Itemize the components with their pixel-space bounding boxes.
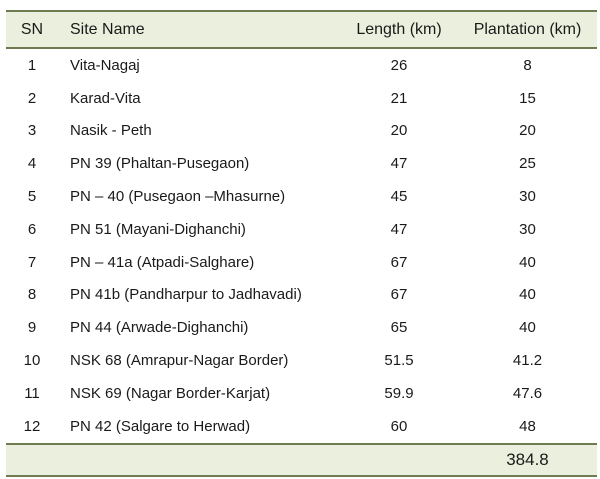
header-plantation: Plantation (km) (473, 20, 582, 38)
total-row: 384.8 (6, 443, 597, 476)
cell-sn: 4 (27, 155, 37, 173)
cell-plantation: 8 (523, 56, 532, 74)
cell-site-name: PN 39 (Phaltan-Pusegaon) (70, 155, 250, 173)
cell-sn: 7 (27, 253, 37, 271)
table-row: 10 NSK 68 (Amrapur-Nagar Border) 51.5 41.2 (6, 344, 597, 377)
cell-site-name: Karad-Vita (70, 89, 141, 107)
cell-length: 47 (390, 155, 408, 173)
cell-length: 26 (390, 56, 408, 74)
cell-length: 67 (390, 286, 408, 304)
cell-site-name: NSK 69 (Nagar Border-Karjat) (70, 384, 271, 402)
cell-sn: 10 (23, 352, 41, 370)
table-row: 2 Karad-Vita 21 15 (6, 82, 597, 115)
cell-length: 60 (390, 417, 408, 435)
cell-length: 20 (390, 122, 408, 140)
table-row: 4 PN 39 (Phaltan-Pusegaon) 47 25 (6, 147, 597, 180)
cell-length: 59.9 (384, 384, 414, 402)
table-body: 1 Vita-Nagaj 26 8 2 Karad-Vita 21 15 3 Nasik - Pe… (6, 48, 597, 444)
table-footer: 384.8 (6, 443, 597, 476)
table-row: 7 PN – 41a (Atpadi-Salghare) 67 40 (6, 246, 597, 279)
cell-sn: 8 (27, 286, 37, 304)
table-row: 1 Vita-Nagaj 26 8 (6, 48, 597, 82)
plantation-table-container: SN Site Name Length (km) Plantation (km)… (6, 10, 597, 477)
cell-length: 47 (390, 220, 408, 238)
cell-length: 67 (390, 253, 408, 271)
cell-plantation: 20 (519, 122, 536, 140)
cell-site-name: NSK 68 (Amrapur-Nagar Border) (70, 352, 289, 370)
cell-site-name: PN 42 (Salgare to Herwad) (70, 417, 251, 435)
total-empty-length (326, 444, 458, 476)
cell-length: 45 (390, 188, 408, 206)
total-plantation: 384.8 (506, 449, 549, 469)
cell-plantation: 40 (519, 286, 536, 304)
cell-site-name: PN – 40 (Pusegaon –Mhasurne) (70, 188, 286, 206)
table-row: 11 NSK 69 (Nagar Border-Karjat) 59.9 47.6 (6, 377, 597, 410)
cell-sn: 5 (27, 188, 37, 206)
cell-site-name: PN 51 (Mayani-Dighanchi) (70, 220, 246, 238)
cell-sn: 2 (27, 89, 37, 107)
cell-site-name: PN 44 (Arwade-Dighanchi) (70, 319, 249, 337)
cell-plantation: 30 (519, 188, 536, 206)
cell-sn: 1 (27, 56, 37, 74)
total-empty-sn (6, 444, 64, 476)
total-empty-name (64, 444, 326, 476)
cell-sn: 6 (27, 220, 37, 238)
cell-plantation: 25 (519, 155, 536, 173)
cell-plantation: 48 (519, 417, 536, 435)
cell-length: 65 (390, 319, 408, 337)
cell-sn: 11 (24, 384, 40, 402)
table-header: SN Site Name Length (km) Plantation (km) (6, 11, 597, 48)
header-sn: SN (20, 20, 44, 38)
cell-sn: 9 (27, 319, 37, 337)
table-row: 3 Nasik - Peth 20 20 (6, 115, 597, 148)
cell-plantation: 41.2 (512, 352, 543, 370)
cell-sn: 3 (27, 122, 37, 140)
cell-plantation: 15 (519, 89, 536, 107)
cell-sn: 12 (23, 417, 41, 435)
cell-length: 51.5 (384, 352, 414, 370)
plantation-table: SN Site Name Length (km) Plantation (km)… (6, 10, 597, 477)
cell-site-name: PN – 41a (Atpadi-Salghare) (70, 253, 255, 271)
header-site-name: Site Name (70, 20, 145, 38)
cell-site-name: Vita-Nagaj (70, 56, 140, 74)
cell-plantation: 40 (519, 253, 536, 271)
table-row: 6 PN 51 (Mayani-Dighanchi) 47 30 (6, 213, 597, 246)
table-row: 12 PN 42 (Salgare to Herwad) 60 48 (6, 410, 597, 444)
cell-plantation: 40 (519, 319, 536, 337)
cell-plantation: 47.6 (512, 384, 543, 402)
table-row: 8 PN 41b (Pandharpur to Jadhavadi) 67 40 (6, 279, 597, 312)
cell-length: 21 (390, 89, 408, 107)
cell-plantation: 30 (519, 220, 536, 238)
header-row: SN Site Name Length (km) Plantation (km) (6, 11, 597, 48)
table-row: 5 PN – 40 (Pusegaon –Mhasurne) 45 30 (6, 180, 597, 213)
cell-site-name: Nasik - Peth (70, 122, 152, 140)
cell-site-name: PN 41b (Pandharpur to Jadhavadi) (70, 286, 302, 304)
header-length: Length (km) (356, 20, 442, 38)
table-row: 9 PN 44 (Arwade-Dighanchi) 65 40 (6, 311, 597, 344)
